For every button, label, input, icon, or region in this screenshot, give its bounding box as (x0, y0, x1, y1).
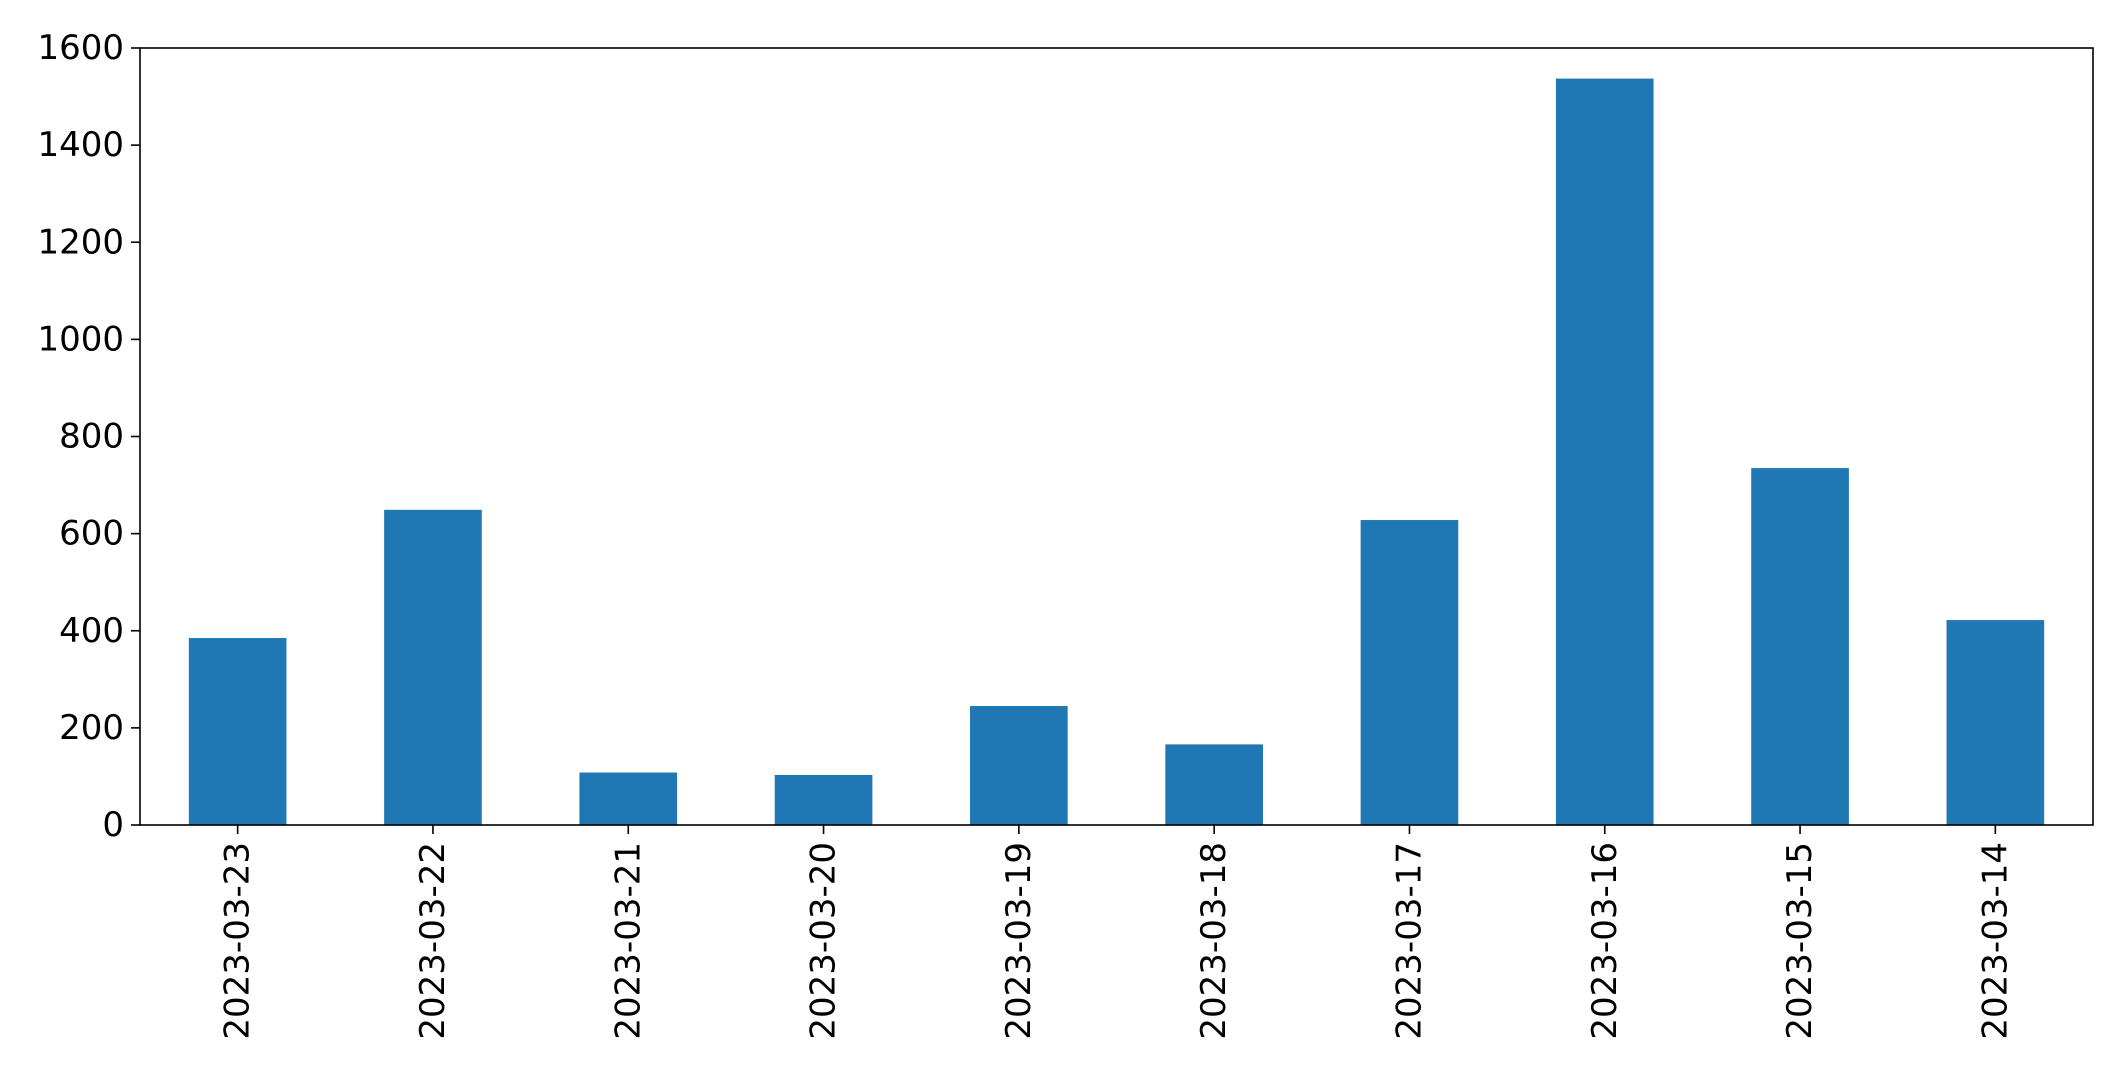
y-tick-label: 0 (102, 805, 124, 845)
bar-2023-03-21 (579, 772, 678, 825)
bar-2023-03-17 (1360, 520, 1459, 825)
x-tick-label: 2023-03-20 (804, 842, 844, 1040)
y-tick-label: 400 (59, 611, 124, 651)
bar-2023-03-18 (1165, 744, 1263, 825)
x-tick-label: 2023-03-14 (1975, 842, 2015, 1040)
x-tick-label: 2023-03-16 (1585, 842, 1625, 1040)
x-tick-label: 2023-03-23 (218, 842, 258, 1040)
x-tick-label: 2023-03-19 (999, 842, 1039, 1040)
y-tick-label: 200 (59, 708, 124, 748)
y-tick-label: 1600 (37, 28, 124, 68)
x-axis: 2023-03-23 2023-03-22 2023-03-21 2023-03-20… (218, 825, 2015, 1040)
y-tick-label: 800 (59, 417, 124, 457)
y-tick-label: 1000 (37, 319, 124, 359)
bar-2023-03-14 (1946, 620, 2045, 825)
bar-2023-03-22 (384, 509, 482, 825)
bars (188, 78, 2045, 826)
x-tick-label: 2023-03-21 (608, 842, 648, 1040)
y-tick-label: 1200 (37, 222, 124, 262)
bar-2023-03-15 (1751, 468, 1849, 825)
y-tick-label: 1400 (37, 125, 124, 165)
bar-2023-03-23 (188, 638, 287, 825)
y-axis: 0 200 400 600 800 1000 1200 1400 1600 (37, 28, 140, 845)
x-tick-label: 2023-03-22 (413, 842, 453, 1040)
plot-frame (139, 47, 2094, 826)
x-tick-label: 2023-03-18 (1194, 842, 1234, 1040)
bar-2023-03-20 (774, 774, 873, 825)
bar-2023-03-16 (1555, 78, 1654, 826)
x-tick-label: 2023-03-15 (1780, 842, 1820, 1040)
bar-2023-03-19 (970, 706, 1068, 825)
x-tick-label: 2023-03-17 (1389, 842, 1429, 1040)
y-tick-label: 600 (59, 514, 124, 554)
